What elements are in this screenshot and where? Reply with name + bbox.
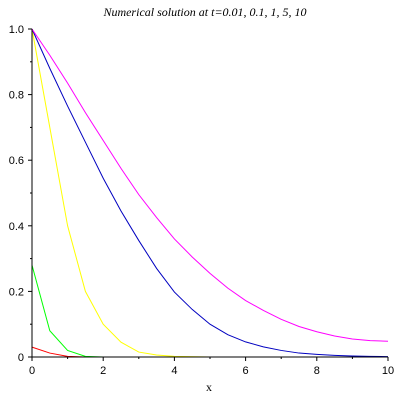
y-tick-label: 0.6 bbox=[9, 155, 24, 167]
series-line-2 bbox=[31, 265, 388, 358]
y-tick-label: 0.2 bbox=[9, 286, 24, 298]
x-axis-label: x bbox=[206, 380, 212, 394]
plot-area: 0 2 4 6 8 10 0 0.2 0.4 0.6 0.8 1.0 bbox=[9, 24, 394, 377]
y-tick-label: 0.4 bbox=[9, 221, 24, 233]
x-tick-label: 10 bbox=[382, 365, 394, 377]
x-tick-label: 8 bbox=[314, 365, 320, 377]
x-tick-label: 0 bbox=[29, 365, 35, 377]
x-tick-label: 4 bbox=[171, 365, 177, 377]
chart-title: Numerical solution at t=0.01, 0.1, 1, 5,… bbox=[102, 5, 306, 19]
x-tick-label: 2 bbox=[100, 365, 106, 377]
series-line-3 bbox=[31, 28, 388, 358]
x-tick-label: 6 bbox=[243, 365, 249, 377]
y-tick-label: 0.8 bbox=[9, 90, 24, 102]
x-axis-ticks: 0 2 4 6 8 10 bbox=[29, 357, 394, 377]
y-axis-ticks: 0 0.2 0.4 0.6 0.8 1.0 bbox=[9, 24, 32, 364]
series-line-5 bbox=[31, 28, 389, 342]
series-line-4 bbox=[31, 28, 389, 358]
y-tick-label: 0 bbox=[18, 352, 24, 364]
series-group bbox=[31, 28, 389, 358]
y-tick-label: 1.0 bbox=[9, 24, 24, 36]
